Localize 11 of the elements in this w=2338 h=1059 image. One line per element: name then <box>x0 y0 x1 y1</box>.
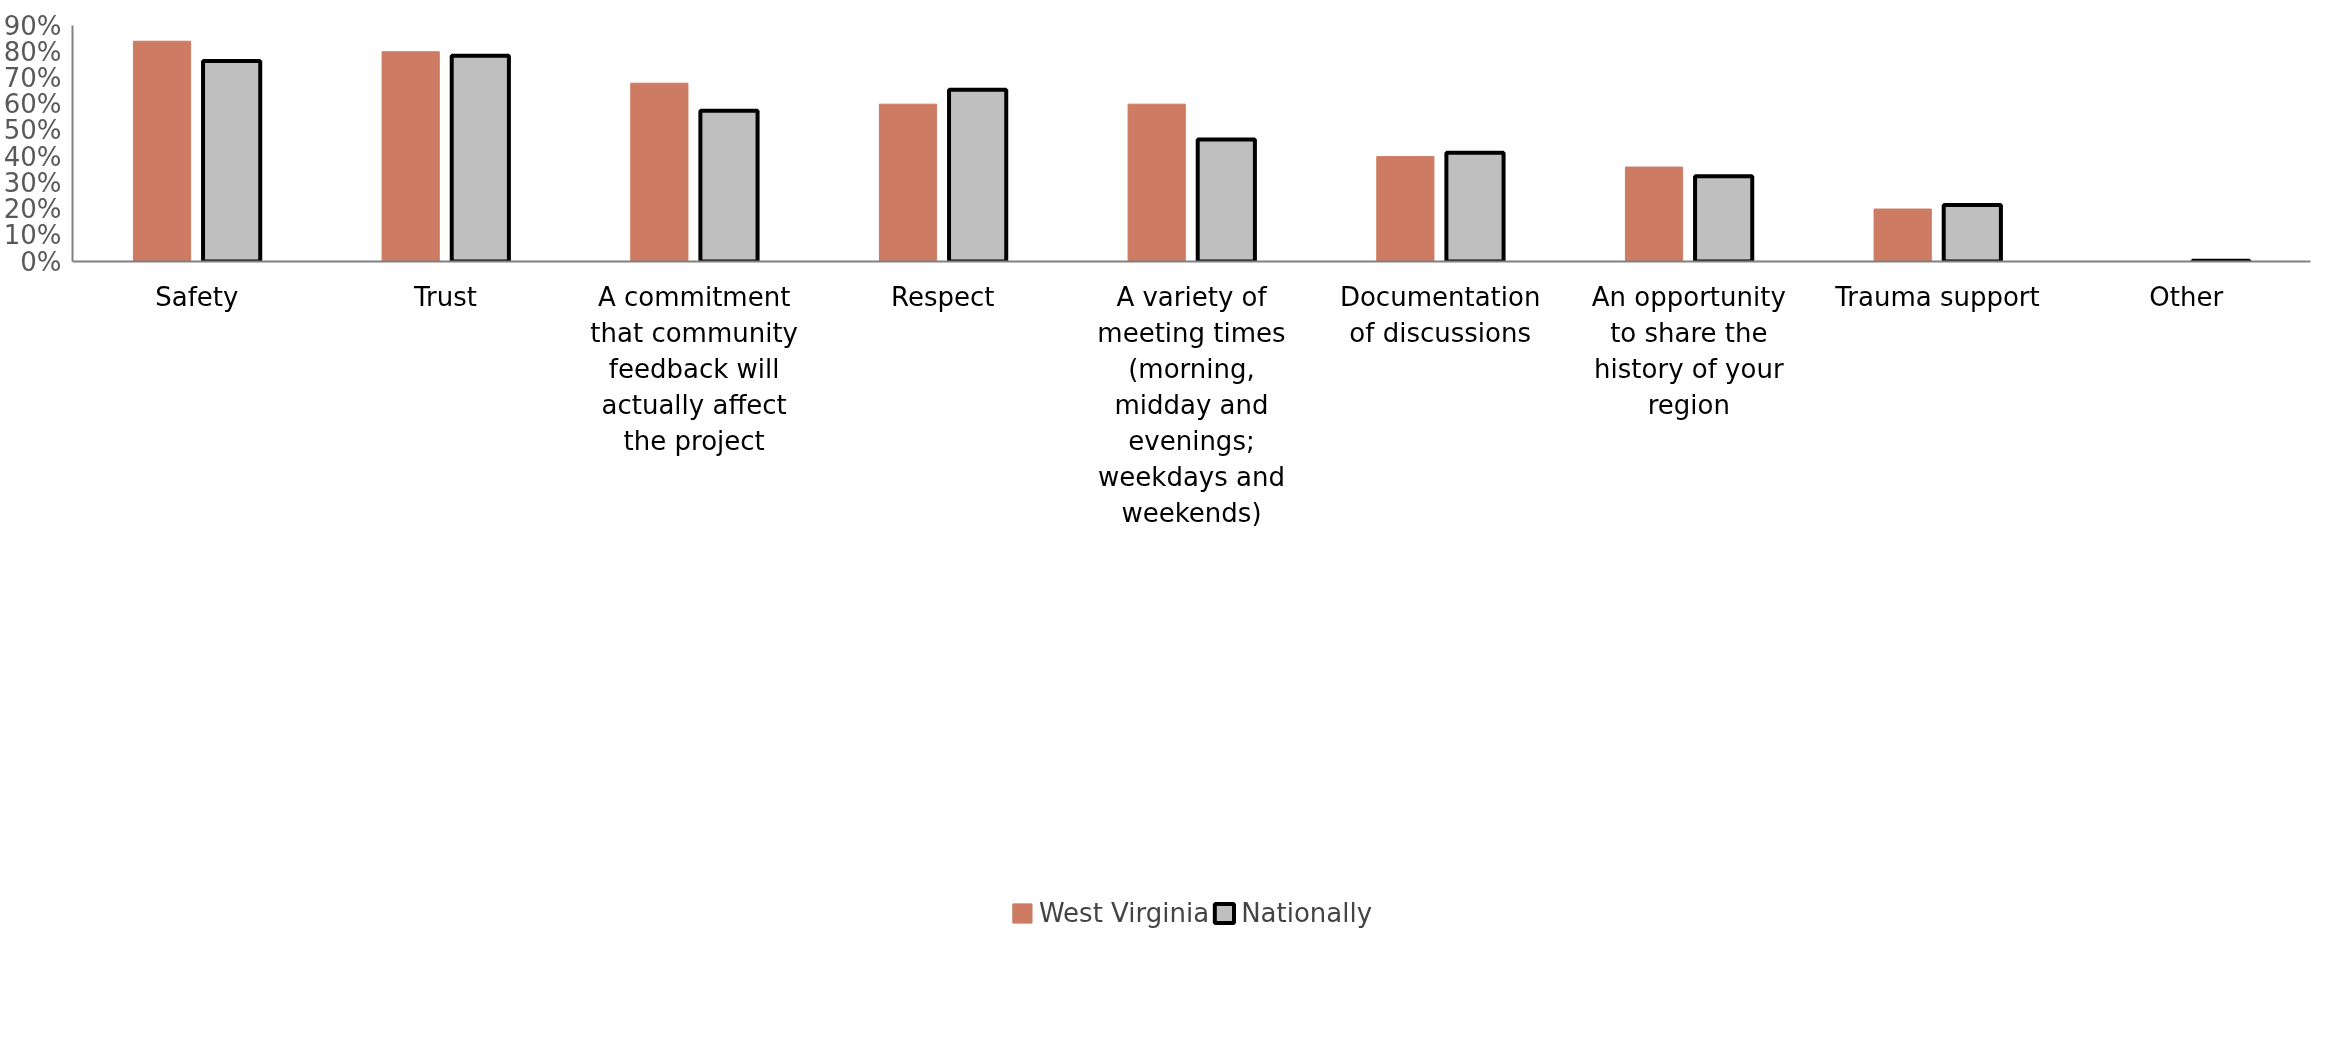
x-tick-label: Safety <box>155 281 239 312</box>
x-tick-label: Trauma support <box>1834 281 2040 312</box>
x-tick-label: A variety of meeting times (morning, midday and evenings; weekdays and weekends) <box>1097 281 1286 528</box>
x-tick-label: Respect <box>891 281 995 312</box>
legend-label: West Virginia <box>1038 897 1210 928</box>
x-tick-label: Trust <box>413 281 477 312</box>
legend-label: Nationally <box>1241 897 1373 928</box>
x-tick-label: Documentation of discussions <box>1339 281 1541 348</box>
x-tick-label: Other <box>2149 281 2224 312</box>
x-tick-label: An opportunity to share the history of your region <box>1591 281 1786 420</box>
x-tick-label: A commitment that community feedback will actually affect the project <box>590 281 799 456</box>
